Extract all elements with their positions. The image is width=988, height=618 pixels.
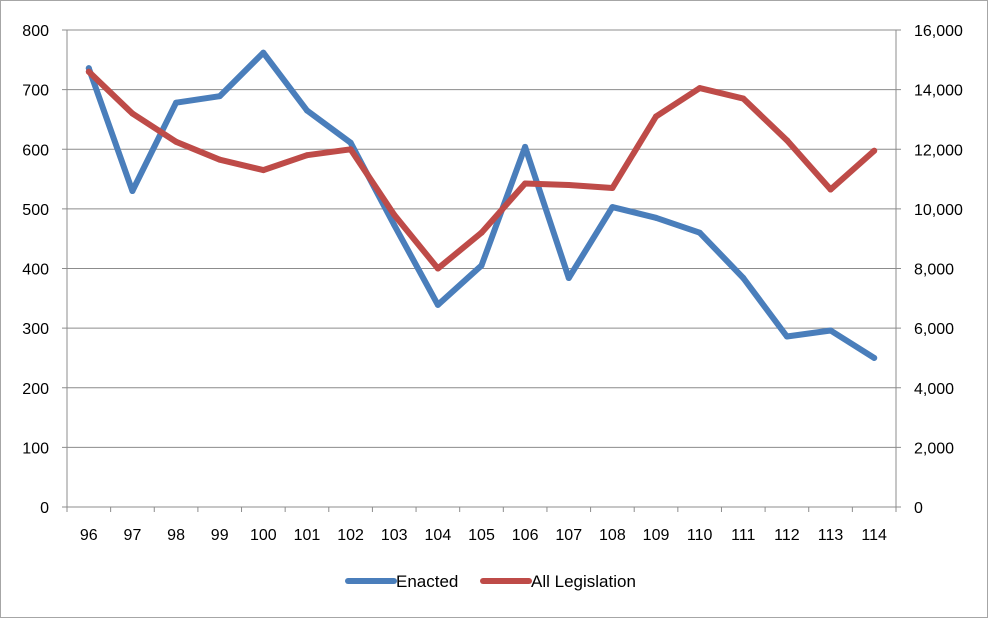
data-point-enacted <box>303 107 310 114</box>
x-tick-label: 107 <box>555 527 582 544</box>
data-point-all-legislation <box>129 110 136 117</box>
data-point-all-legislation <box>391 211 398 218</box>
data-point-all-legislation <box>783 137 790 144</box>
data-point-enacted <box>871 354 878 361</box>
x-tick-label: 109 <box>643 527 670 544</box>
data-point-all-legislation <box>303 152 310 159</box>
data-point-enacted <box>827 327 834 334</box>
right-tick-label: 16,000 <box>914 23 963 40</box>
data-point-enacted <box>391 221 398 228</box>
data-point-enacted <box>173 99 180 106</box>
right-tick-label: 6,000 <box>914 321 954 338</box>
data-point-all-legislation <box>173 138 180 145</box>
data-point-enacted <box>653 214 660 221</box>
x-tick-label: 101 <box>294 527 321 544</box>
data-point-all-legislation <box>871 147 878 154</box>
data-point-enacted <box>522 143 529 150</box>
x-tick-label: 112 <box>774 527 800 544</box>
data-point-all-legislation <box>653 113 660 120</box>
legend-label: Enacted <box>396 572 458 591</box>
right-tick-label: 4,000 <box>914 381 954 398</box>
axes <box>62 29 901 512</box>
x-tick-label: 103 <box>381 527 408 544</box>
data-point-all-legislation <box>478 229 485 236</box>
x-tick-label: 111 <box>731 527 755 544</box>
x-tick-label: 113 <box>818 527 844 544</box>
series-line-enacted <box>85 49 878 361</box>
data-point-all-legislation <box>696 85 703 92</box>
x-tick-label: 98 <box>167 527 185 544</box>
right-tick-label: 10,000 <box>914 202 963 219</box>
right-tick-label: 8,000 <box>914 262 954 279</box>
x-tick-label: 104 <box>425 527 452 544</box>
data-point-enacted <box>478 262 485 269</box>
data-point-enacted <box>696 229 703 236</box>
data-point-all-legislation <box>522 180 529 187</box>
left-tick-label: 100 <box>22 440 49 457</box>
right-tick-label: 14,000 <box>914 83 963 100</box>
data-point-all-legislation <box>740 95 747 102</box>
legend: Enacted All Legislation <box>345 572 636 591</box>
x-tick-label: 114 <box>861 527 887 544</box>
x-tick-label: 108 <box>599 527 626 544</box>
data-point-enacted <box>740 275 747 282</box>
x-axis-ticks: 96 97 98 99 100 101 102 103 104 105 106 107 108 109 11… <box>80 527 887 544</box>
data-point-enacted <box>783 333 790 340</box>
left-tick-label: 300 <box>22 321 49 338</box>
left-axis-ticks: 0 100 200 300 400 500 600 700 800 <box>22 23 49 517</box>
x-tick-label: 110 <box>687 527 713 544</box>
x-tick-label: 106 <box>512 527 539 544</box>
left-tick-label: 700 <box>22 83 49 100</box>
data-point-all-legislation <box>216 156 223 163</box>
data-point-enacted <box>565 275 572 282</box>
right-axis-ticks: 0 2,000 4,000 6,000 8,000 10,000 12,000 14,000 1… <box>914 23 963 517</box>
right-tick-label: 12,000 <box>914 142 963 159</box>
gridlines <box>67 29 896 448</box>
left-tick-label: 200 <box>22 381 49 398</box>
x-tick-label: 100 <box>250 527 277 544</box>
data-point-enacted <box>609 204 616 211</box>
data-point-enacted <box>129 187 136 194</box>
legend-label: All Legislation <box>531 572 636 591</box>
left-tick-label: 600 <box>22 142 49 159</box>
data-point-all-legislation <box>609 185 616 192</box>
data-point-enacted <box>260 49 267 56</box>
left-tick-label: 500 <box>22 202 49 219</box>
data-point-all-legislation <box>85 68 92 75</box>
data-point-all-legislation <box>565 182 572 189</box>
data-point-enacted <box>434 301 441 308</box>
data-point-all-legislation <box>260 167 267 174</box>
x-tick-label: 97 <box>124 527 142 544</box>
series-line-all-legislation <box>85 68 878 272</box>
x-tick-label: 105 <box>468 527 495 544</box>
left-tick-label: 800 <box>22 23 49 40</box>
data-point-all-legislation <box>347 146 354 153</box>
right-tick-label: 2,000 <box>914 440 954 457</box>
series-lines <box>85 49 878 361</box>
x-tick-label: 99 <box>211 527 229 544</box>
data-point-all-legislation <box>827 186 834 193</box>
x-tick-label: 102 <box>337 527 364 544</box>
data-point-enacted <box>216 93 223 100</box>
x-tick-label: 96 <box>80 527 98 544</box>
data-point-enacted <box>347 139 354 146</box>
right-tick-label: 0 <box>914 500 923 517</box>
left-tick-label: 400 <box>22 262 49 279</box>
left-tick-label: 0 <box>40 500 49 517</box>
data-point-all-legislation <box>434 265 441 272</box>
